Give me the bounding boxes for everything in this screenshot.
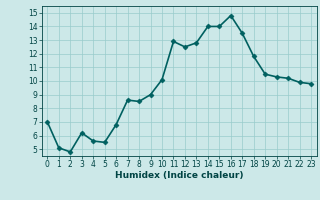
X-axis label: Humidex (Indice chaleur): Humidex (Indice chaleur): [115, 171, 244, 180]
